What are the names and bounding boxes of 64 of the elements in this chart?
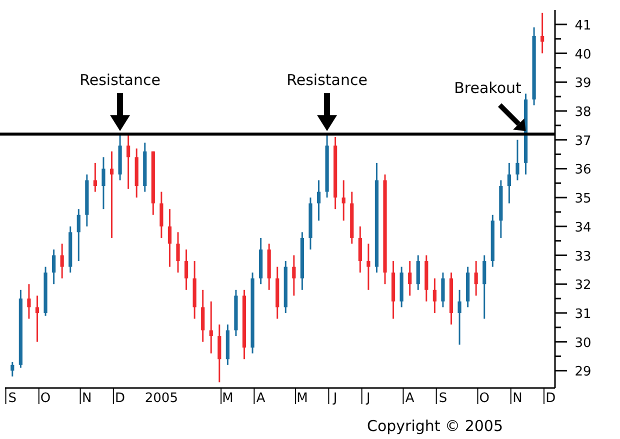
x-tick-label: 2005	[144, 391, 178, 406]
candlestick	[126, 133, 130, 190]
candlestick	[342, 179, 346, 222]
x-tick-label: N	[512, 391, 522, 406]
y-tick-label: 35	[574, 192, 592, 207]
candlestick	[482, 254, 486, 320]
y-tick-label: 38	[574, 104, 592, 120]
candlestick	[458, 289, 462, 346]
text: Copyright © 2005	[366, 417, 504, 435]
y-tick-label: 41	[574, 18, 592, 34]
candlestick	[93, 162, 97, 193]
candlestick	[316, 179, 321, 222]
candlestick	[416, 254, 420, 291]
candlestick	[176, 231, 180, 274]
x-tick-label: A	[256, 391, 266, 406]
candlestick	[432, 278, 436, 314]
candlestick	[60, 242, 64, 280]
y-tick-label: 32	[574, 278, 592, 294]
candlestick	[209, 300, 213, 354]
candlestick	[540, 12, 544, 54]
candlestick	[184, 248, 188, 291]
candlestick	[441, 272, 445, 308]
annotation: Breakout	[454, 79, 522, 98]
x-tick-label: A	[405, 391, 414, 406]
candlestick	[201, 289, 205, 343]
x-tick-label: M	[296, 391, 308, 406]
x-tick-label: M	[222, 391, 234, 406]
candlestick	[52, 248, 56, 285]
x-tick-label: D	[546, 391, 556, 406]
y-tick-label: 31	[574, 306, 592, 322]
annotation: Resistance	[80, 71, 160, 90]
candlestick	[507, 162, 511, 204]
y-tick-label: 37	[574, 134, 592, 149]
x-tick-label: O	[40, 391, 51, 406]
candlestick	[102, 156, 106, 210]
candlestick	[408, 260, 412, 296]
x-tick-label: S	[8, 391, 17, 406]
x-tick-label: O	[479, 391, 490, 406]
candlestick	[168, 208, 172, 268]
y-tick-label: 39	[574, 76, 592, 92]
y-tick-label: 33	[574, 249, 592, 264]
y-tick-label: 30	[574, 336, 592, 351]
candlestick	[366, 242, 370, 291]
candlestick	[76, 208, 80, 262]
candlestick	[292, 254, 296, 296]
candlestick	[110, 150, 114, 239]
x-tick-label: D	[115, 391, 126, 406]
y-tick-label: 40	[574, 47, 592, 62]
candlestick	[35, 294, 40, 343]
candlestick	[516, 139, 520, 181]
candlestick	[10, 361, 14, 378]
x-tick-label: S	[438, 391, 448, 406]
candlestick	[218, 324, 222, 383]
candlestick	[358, 226, 362, 274]
x-tick-label: J	[366, 391, 370, 406]
y-tick-label: 36	[574, 162, 592, 178]
annotation: Resistance	[286, 71, 368, 90]
candlestick	[160, 191, 164, 239]
y-tick-label: 34	[574, 220, 592, 236]
candlestick	[27, 283, 31, 320]
candlestick	[474, 260, 478, 296]
x-tick-label: N	[82, 391, 92, 406]
x-tick-label: J	[332, 391, 338, 406]
y-tick-label: 29	[574, 364, 592, 380]
